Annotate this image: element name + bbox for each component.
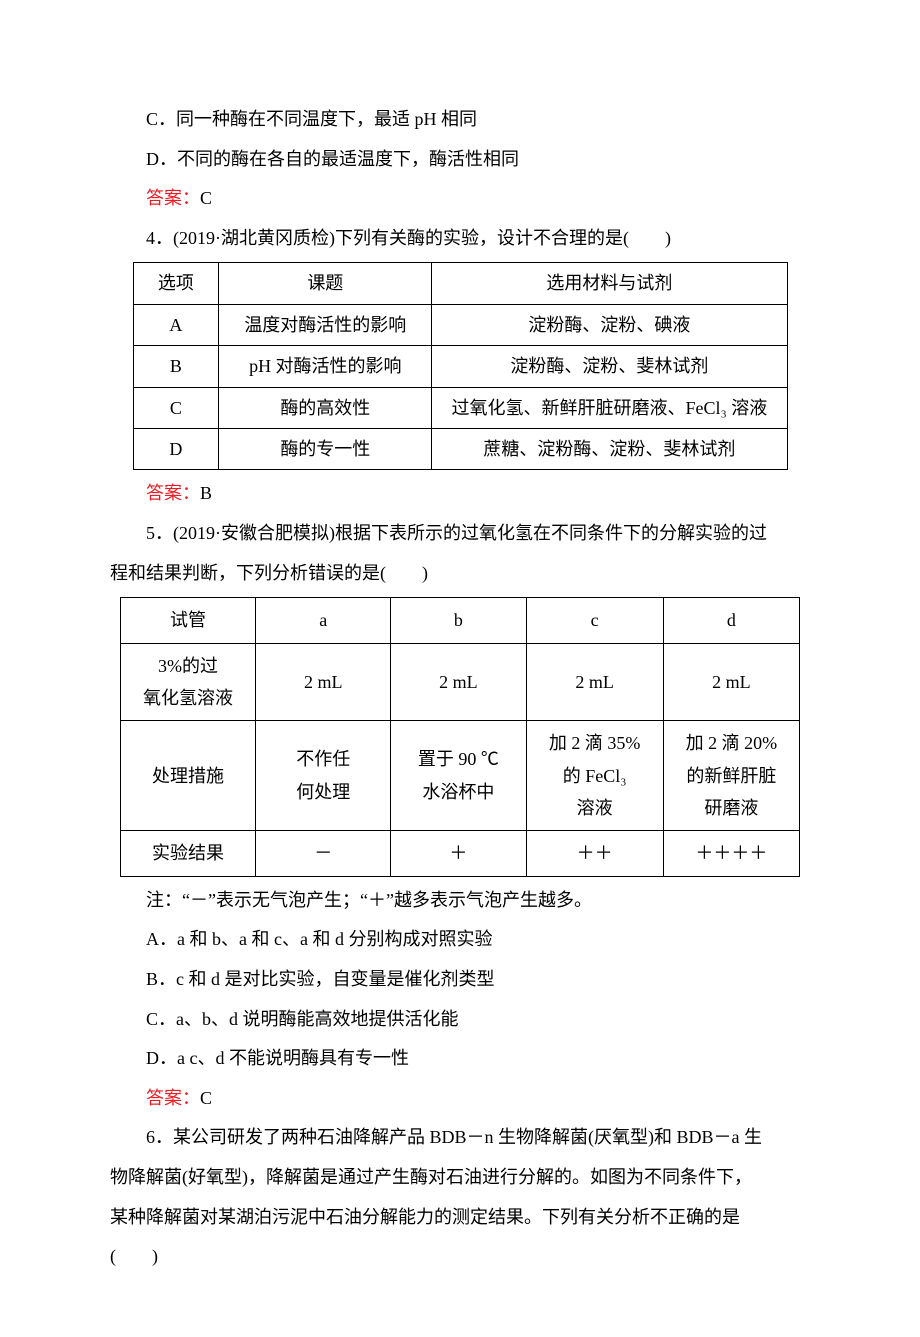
q5-option-a: A．a 和 b、a 和 c、a 和 d 分别构成对照实验 [110,920,810,960]
q6-stem-line2: 物降解菌(好氧型)，降解菌是通过产生酶对石油进行分解的。如图为不同条件下， [110,1158,810,1198]
cell: D [133,428,219,469]
table-row: 3%的过 氧化氢溶液 2 mL 2 mL 2 mL 2 mL [121,643,800,721]
cell: 不作任 何处理 [256,721,391,831]
q6-stem-line4: ( ) [110,1237,810,1277]
cell: ＋ [391,831,526,876]
q6-stem-line1: 6．某公司研发了两种石油降解产品 BDB－n 生物降解菌(厌氧型)和 BDB－a… [110,1118,810,1158]
q5-answer: 答案：C [110,1079,810,1119]
answer-value: C [200,1088,212,1108]
cell-row1-label: 3%的过 氧化氢溶液 [121,643,256,721]
answer-label: 答案： [146,483,200,503]
answer-value: C [200,188,212,208]
th-d: d [663,598,799,643]
text: 溶液 [577,798,613,818]
text: 研磨液 [704,798,758,818]
th-c: c [526,598,663,643]
cell: 淀粉酶、淀粉、斐林试剂 [432,346,787,387]
table-row: C 酶的高效性 过氧化氢、新鲜肝脏研磨液、FeCl₃ 溶液 [133,387,787,428]
cell: B [133,346,219,387]
q6-stem-line3: 某种降解菌对某湖泊污泥中石油分解能力的测定结果。下列有关分析不正确的是 [110,1198,810,1238]
table-row: 处理措施 不作任 何处理 置于 90 ℃ 水浴杯中 加 2 滴 35% 的 Fe… [121,721,800,831]
text: 加 2 滴 20% [686,733,778,753]
cell: ＋＋＋＋ [663,831,799,876]
th-b: b [391,598,526,643]
cell: 过氧化氢、新鲜肝脏研磨液、FeCl₃ 溶液 [432,387,787,428]
text: 水浴杯中 [422,782,494,802]
q3-answer: 答案：C [110,179,810,219]
cell-row2-label: 处理措施 [121,721,256,831]
cell: A [133,304,219,345]
text: 的新鲜肝脏 [686,766,776,786]
q5-note: 注：“－”表示无气泡产生；“＋”越多表示气泡产生越多。 [110,881,810,921]
q5-table: 试管 a b c d 3%的过 氧化氢溶液 2 mL 2 mL 2 mL 2 m… [120,597,800,877]
cell: 蔗糖、淀粉酶、淀粉、斐林试剂 [432,428,787,469]
cell: － [256,831,391,876]
table-row: B pH 对酶活性的影响 淀粉酶、淀粉、斐林试剂 [133,346,787,387]
table-row: D 酶的专一性 蔗糖、淀粉酶、淀粉、斐林试剂 [133,428,787,469]
table-header-row: 试管 a b c d [121,598,800,643]
q5-stem-line1: 5．(2019·安徽合肥模拟)根据下表所示的过氧化氢在不同条件下的分解实验的过 [110,514,810,554]
cell: 2 mL [256,643,391,721]
th-tube: 试管 [121,598,256,643]
page: C．同一种酶在不同温度下，最适 pH 相同 D．不同的酶在各自的最适温度下，酶活… [0,0,920,1337]
cell: 淀粉酶、淀粉、碘液 [432,304,787,345]
cell: pH 对酶活性的影响 [219,346,432,387]
answer-label: 答案： [146,1088,200,1108]
cell: 置于 90 ℃ 水浴杯中 [391,721,526,831]
q5-stem-line2: 程和结果判断，下列分析错误的是( ) [110,554,810,594]
q4-stem: 4．(2019·湖北黄冈质检)下列有关酶的实验，设计不合理的是( ) [110,219,810,259]
text: 氧化氢溶液 [143,688,233,708]
q5-option-d: D．a c、d 不能说明酶具有专一性 [110,1039,810,1079]
text: 何处理 [296,782,350,802]
q4-table: 选项 课题 选用材料与试剂 A 温度对酶活性的影响 淀粉酶、淀粉、碘液 B pH… [133,262,788,470]
cell: 2 mL [391,643,526,721]
cell: 温度对酶活性的影响 [219,304,432,345]
answer-value: B [200,483,212,503]
q5-option-b: B．c 和 d 是对比实验，自变量是催化剂类型 [110,960,810,1000]
answer-label: 答案： [146,188,200,208]
cell: 2 mL [663,643,799,721]
text: 置于 90 ℃ [418,749,499,769]
text: 不作任 [296,749,350,769]
q3-option-c: C．同一种酶在不同温度下，最适 pH 相同 [110,100,810,140]
th-materials: 选用材料与试剂 [432,263,787,304]
th-a: a [256,598,391,643]
text: 3%的过 [158,656,218,676]
cell: C [133,387,219,428]
cell: 加 2 滴 20% 的新鲜肝脏 研磨液 [663,721,799,831]
text: 加 2 滴 35% [549,733,641,753]
q4-answer: 答案：B [110,474,810,514]
q3-option-d: D．不同的酶在各自的最适温度下，酶活性相同 [110,140,810,180]
cell: 酶的专一性 [219,428,432,469]
q5-option-c: C．a、b、d 说明酶能高效地提供活化能 [110,1000,810,1040]
cell: 酶的高效性 [219,387,432,428]
th-option: 选项 [133,263,219,304]
cell: 2 mL [526,643,663,721]
table-header-row: 选项 课题 选用材料与试剂 [133,263,787,304]
cell: ＋＋ [526,831,663,876]
th-topic: 课题 [219,263,432,304]
table-row: 实验结果 － ＋ ＋＋ ＋＋＋＋ [121,831,800,876]
cell-row3-label: 实验结果 [121,831,256,876]
cell: 加 2 滴 35% 的 FeCl₃ 溶液 [526,721,663,831]
table-row: A 温度对酶活性的影响 淀粉酶、淀粉、碘液 [133,304,787,345]
text: 的 FeCl₃ [563,766,627,786]
